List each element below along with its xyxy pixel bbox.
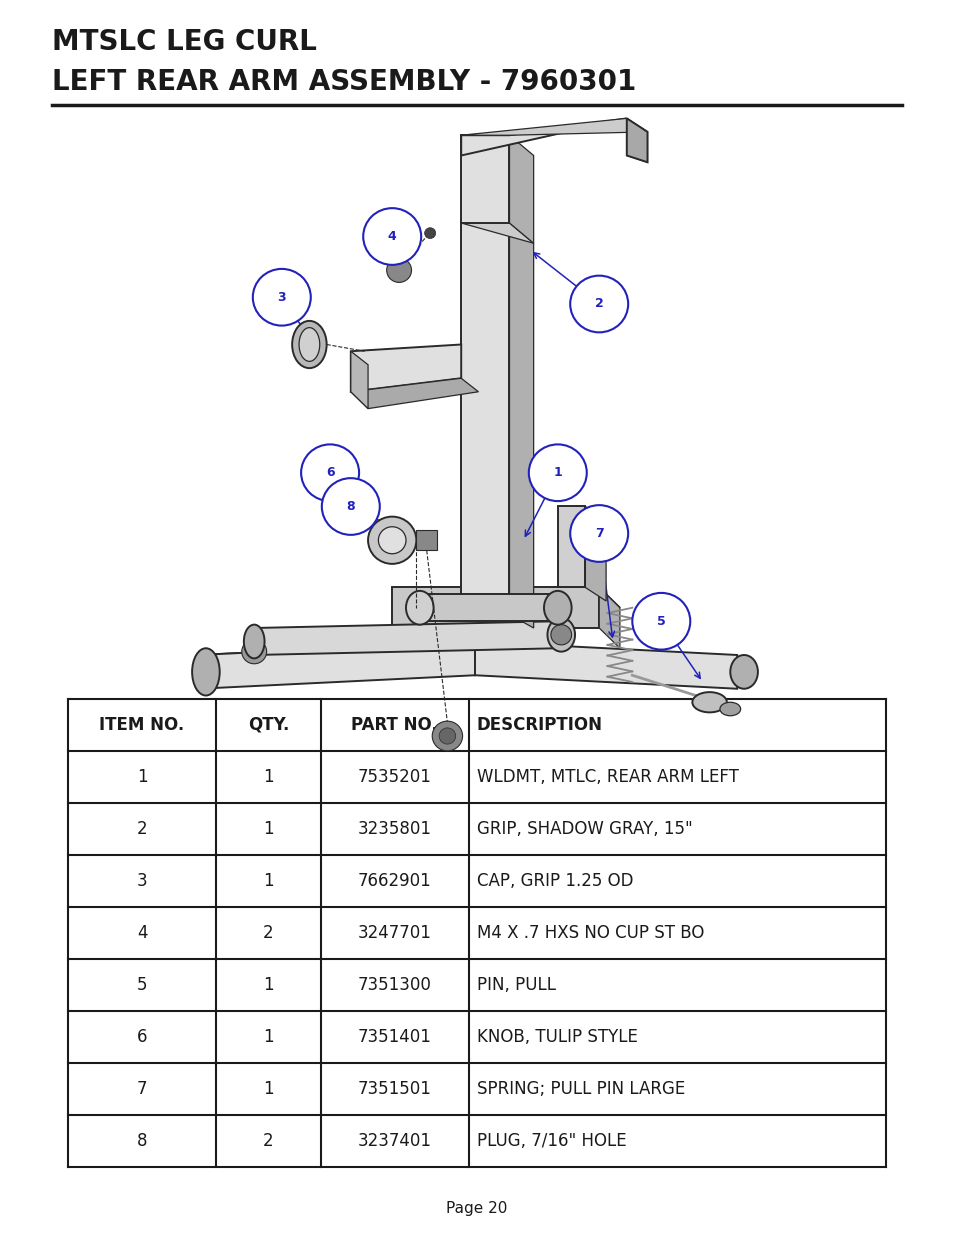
Circle shape (253, 269, 311, 326)
Text: 3235801: 3235801 (357, 820, 431, 839)
Circle shape (321, 478, 379, 535)
Text: 1: 1 (263, 768, 274, 785)
Text: 3: 3 (136, 872, 148, 890)
Polygon shape (460, 119, 626, 156)
Text: 6: 6 (325, 467, 335, 479)
Text: 3: 3 (277, 290, 286, 304)
Ellipse shape (543, 590, 571, 625)
Bar (416, 530, 436, 551)
Polygon shape (509, 224, 533, 629)
Ellipse shape (292, 321, 326, 368)
Text: Page 20: Page 20 (446, 1202, 507, 1216)
Circle shape (550, 625, 571, 645)
Ellipse shape (378, 527, 406, 553)
Ellipse shape (692, 692, 726, 713)
Polygon shape (460, 136, 509, 224)
Text: 8: 8 (346, 500, 355, 513)
Text: 2: 2 (136, 820, 148, 839)
Text: 7662901: 7662901 (357, 872, 431, 890)
Text: DESCRIPTION: DESCRIPTION (476, 716, 602, 734)
Text: 4: 4 (136, 924, 147, 942)
Text: 1: 1 (263, 976, 274, 994)
Text: 8: 8 (136, 1132, 147, 1150)
Text: M4 X .7 HXS NO CUP ST BO: M4 X .7 HXS NO CUP ST BO (476, 924, 703, 942)
Polygon shape (460, 224, 509, 615)
Text: 7351501: 7351501 (357, 1079, 431, 1098)
Text: 3247701: 3247701 (357, 924, 431, 942)
Polygon shape (626, 119, 647, 162)
Circle shape (570, 505, 627, 562)
Text: 1: 1 (136, 768, 148, 785)
Text: 4: 4 (388, 230, 396, 243)
Polygon shape (475, 641, 737, 689)
Polygon shape (419, 594, 558, 621)
Ellipse shape (406, 590, 434, 625)
Polygon shape (558, 506, 585, 588)
Text: SPRING; PULL PIN LARGE: SPRING; PULL PIN LARGE (476, 1079, 684, 1098)
Circle shape (301, 445, 358, 501)
Text: 7: 7 (595, 527, 603, 540)
Polygon shape (460, 224, 533, 243)
Text: 1: 1 (263, 820, 274, 839)
Circle shape (424, 227, 436, 238)
Text: PART NO.: PART NO. (351, 716, 437, 734)
Text: 6: 6 (136, 1028, 147, 1046)
Text: LEFT REAR ARM ASSEMBLY - 7960301: LEFT REAR ARM ASSEMBLY - 7960301 (52, 68, 636, 96)
Polygon shape (351, 351, 368, 409)
Polygon shape (392, 588, 598, 629)
Polygon shape (253, 621, 558, 655)
Text: 3237401: 3237401 (357, 1132, 431, 1150)
Ellipse shape (547, 618, 575, 652)
Ellipse shape (720, 703, 740, 716)
Text: CAP, GRIP 1.25 OD: CAP, GRIP 1.25 OD (476, 872, 633, 890)
Text: QTY.: QTY. (248, 716, 289, 734)
Text: KNOB, TULIP STYLE: KNOB, TULIP STYLE (476, 1028, 637, 1046)
Text: 1: 1 (263, 872, 274, 890)
Polygon shape (509, 136, 533, 243)
Ellipse shape (730, 655, 757, 689)
Polygon shape (585, 506, 605, 601)
Circle shape (363, 209, 420, 264)
Polygon shape (392, 588, 619, 608)
Text: GRIP, SHADOW GRAY, 15": GRIP, SHADOW GRAY, 15" (476, 820, 692, 839)
Circle shape (438, 727, 456, 745)
Text: 2: 2 (595, 298, 603, 310)
Polygon shape (626, 119, 647, 162)
Circle shape (241, 640, 266, 663)
Text: 7535201: 7535201 (357, 768, 431, 785)
Text: 5: 5 (136, 976, 147, 994)
Polygon shape (351, 345, 460, 391)
Polygon shape (199, 641, 496, 668)
Circle shape (528, 445, 586, 501)
Text: 1: 1 (263, 1028, 274, 1046)
Text: MTSLC LEG CURL: MTSLC LEG CURL (52, 28, 316, 56)
Text: ITEM NO.: ITEM NO. (99, 716, 185, 734)
Polygon shape (199, 641, 475, 689)
Text: PIN, PULL: PIN, PULL (476, 976, 556, 994)
Text: 7351300: 7351300 (357, 976, 431, 994)
Circle shape (570, 275, 627, 332)
Ellipse shape (298, 327, 319, 362)
Ellipse shape (192, 648, 219, 695)
Text: WLDMT, MTLC, REAR ARM LEFT: WLDMT, MTLC, REAR ARM LEFT (476, 768, 738, 785)
Ellipse shape (244, 625, 264, 658)
Circle shape (386, 258, 411, 283)
Text: 7: 7 (136, 1079, 147, 1098)
Ellipse shape (368, 516, 416, 564)
Text: 5: 5 (657, 615, 665, 627)
Text: 1: 1 (263, 1079, 274, 1098)
Polygon shape (598, 588, 619, 648)
Text: PLUG, 7/16" HOLE: PLUG, 7/16" HOLE (476, 1132, 626, 1150)
Circle shape (432, 721, 462, 751)
Polygon shape (460, 119, 647, 136)
Circle shape (632, 593, 690, 650)
Text: 2: 2 (263, 1132, 274, 1150)
Polygon shape (351, 378, 478, 409)
Text: 7351401: 7351401 (357, 1028, 431, 1046)
Text: 2: 2 (263, 924, 274, 942)
Text: 1: 1 (553, 467, 561, 479)
